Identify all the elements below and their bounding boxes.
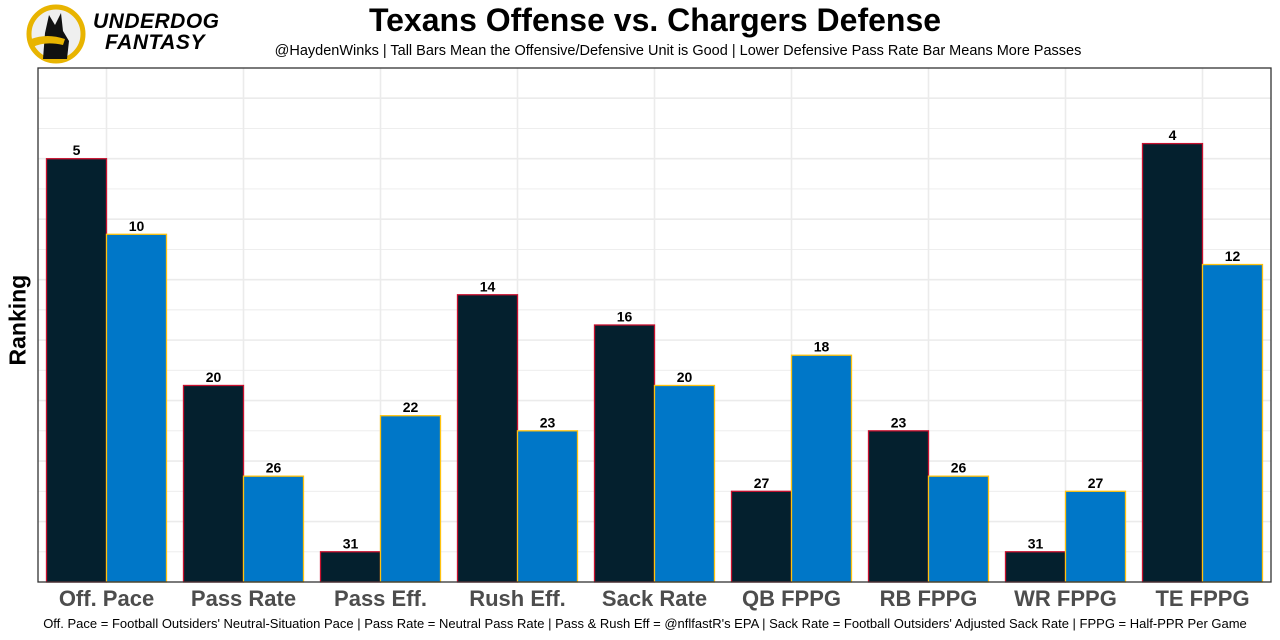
x-tick-label: Pass Rate [191,586,296,611]
data-label-defense: 26 [266,460,282,476]
x-tick-label: QB FPPG [742,586,841,611]
bar-defense [1064,490,1127,583]
chart-subtitle: @HaydenWinks | Tall Bars Mean the Offens… [274,43,1082,59]
data-label-offense: 31 [1028,535,1044,551]
data-label-defense: 26 [951,460,967,476]
data-label-defense: 18 [814,339,830,355]
logo-line-1: UNDERDOG [93,10,220,33]
bar-defense [927,475,990,583]
bar-offense [1004,551,1067,583]
dog-head-icon [26,4,86,64]
bar-defense [242,475,305,583]
x-tick-label: Sack Rate [602,586,707,611]
underdog-fantasy-logo: UNDERDOG FANTASY [25,3,265,64]
bar-offense [1141,142,1204,583]
x-tick-label: WR FPPG [1014,586,1117,611]
bar-defense [379,415,442,583]
x-tick-label: Off. Pace [59,586,154,611]
bar-defense [1201,263,1264,583]
data-label-offense: 5 [73,142,81,158]
plot-panel-border [37,67,1272,583]
data-label-offense: 27 [754,475,770,491]
x-tick-labels: Off. Pace Pass Rate Pass Eff. Rush Eff. Sack… [59,586,1250,611]
bar-defense [790,354,853,583]
bar-defense [516,430,579,583]
bars [45,142,1264,583]
logo-wordmark: UNDERDOG FANTASY [93,11,220,53]
data-label-defense: 27 [1088,475,1104,491]
chart-title: Texans Offense vs. Chargers Defense [368,2,942,38]
logo-line-2: FANTASY [105,31,205,54]
data-label-offense: 23 [891,414,907,430]
data-label-defense: 10 [129,218,145,234]
data-label-offense: 4 [1169,127,1177,143]
bar-offense [45,158,108,583]
bar-offense [319,551,382,583]
x-tick-label: Pass Eff. [334,586,427,611]
data-label-offense: 16 [617,309,633,325]
data-labels: 5 10 20 26 31 22 14 23 16 20 27 18 23 26 31 27 4 12 [73,127,1241,551]
data-label-defense: 22 [403,399,419,415]
bar-offense [593,324,656,583]
bar-offense [456,294,519,583]
x-tick-label: RB FPPG [880,586,978,611]
data-label-defense: 23 [540,414,556,430]
bar-defense [105,233,168,583]
bar-defense [653,384,716,583]
data-label-offense: 14 [480,278,496,294]
chart-caption: Off. Pace = Football Outsiders' Neutral-… [43,616,1247,631]
x-tick-label: TE FPPG [1155,586,1249,611]
data-label-defense: 20 [677,369,693,385]
data-label-defense: 12 [1225,248,1241,264]
bar-offense [867,430,930,583]
bar-offense [182,384,245,583]
bar-offense [730,490,793,583]
data-label-offense: 31 [343,535,359,551]
x-tick-label: Rush Eff. [469,586,566,611]
data-label-offense: 20 [206,369,222,385]
